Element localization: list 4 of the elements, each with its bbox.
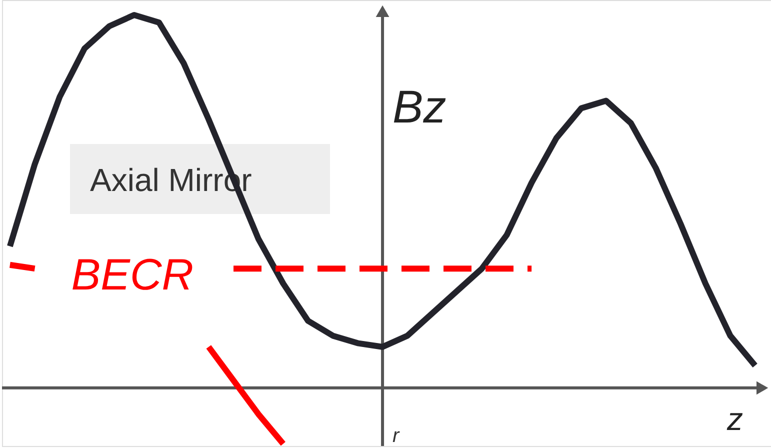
annotation: r bbox=[392, 424, 401, 447]
x-axis-title: z bbox=[726, 400, 743, 437]
series-label: BECR bbox=[71, 250, 194, 300]
y-axis-title: Bz bbox=[392, 80, 446, 133]
